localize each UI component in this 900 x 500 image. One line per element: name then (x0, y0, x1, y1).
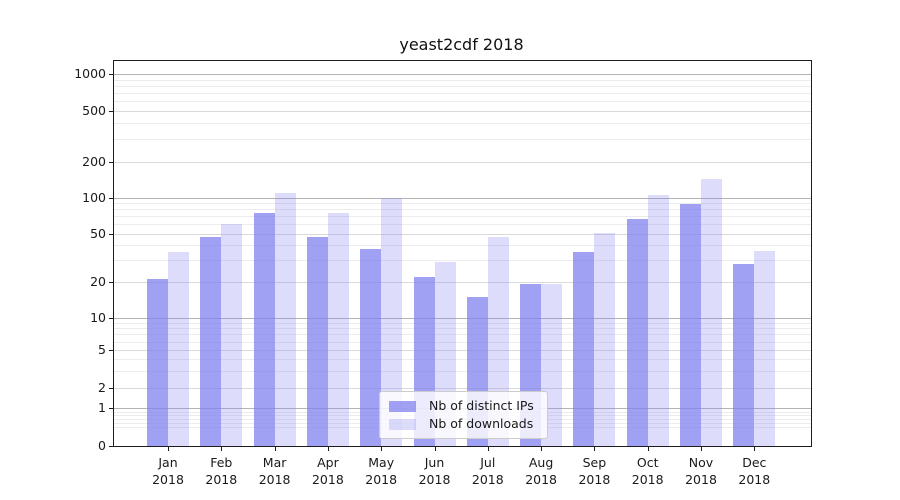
minor-gridline (114, 334, 811, 336)
minor-gridline (114, 359, 811, 361)
minor-gridline (114, 371, 811, 373)
y-axis-tick-mark (109, 197, 114, 199)
x-axis-tick-label: Nov 2018 (685, 455, 717, 487)
major-gridline (114, 317, 811, 319)
y-axis-tick-label: 2 (98, 379, 106, 395)
x-axis-tick-mark (221, 447, 223, 451)
bar-distinct-ips-mar (253, 213, 275, 446)
x-axis-tick-mark (754, 447, 756, 451)
legend-label-downloads: Nb of downloads (429, 416, 534, 431)
bar-distinct-ips-feb (200, 236, 222, 446)
y-axis-tick-label: 5 (98, 342, 106, 357)
y-axis-tick-label: 0 (98, 438, 106, 453)
y-axis-tick-label: 20 (90, 273, 106, 289)
mid-gridline (114, 387, 811, 389)
minor-gridline (114, 209, 811, 211)
minor-gridline (114, 341, 811, 343)
y-axis-tick-mark (109, 350, 114, 351)
x-axis-tick-mark (168, 447, 169, 451)
x-axis-tick-label: Aug 2018 (525, 455, 557, 487)
y-axis-tick-mark (109, 446, 114, 447)
x-axis-tick-label: Feb 2018 (205, 455, 238, 487)
x-axis-tick-mark (327, 447, 329, 451)
mid-gridline (114, 162, 811, 163)
legend-label-distinct-ips: Nb of distinct IPs (429, 398, 534, 413)
x-axis-tick-mark (487, 447, 489, 451)
minor-gridline (114, 139, 811, 141)
x-axis-tick-mark (701, 447, 702, 451)
minor-gridline (114, 203, 811, 205)
y-axis-tick-mark (109, 407, 114, 409)
mid-gridline (114, 281, 811, 283)
x-axis-tick-label: Jan 2018 (152, 455, 184, 487)
x-axis-tick-label: Apr 2018 (311, 455, 344, 487)
y-axis-tick-label: 1000 (74, 66, 106, 82)
bar-distinct-ips-apr (306, 236, 328, 446)
y-axis-tick-mark (109, 387, 114, 389)
minor-gridline (114, 93, 811, 95)
y-axis-tick-mark (109, 74, 114, 76)
legend-swatch-distinct-ips (389, 401, 416, 412)
x-axis-tick-mark (381, 447, 383, 451)
x-axis-tick-label: Sep 2018 (578, 455, 611, 487)
x-axis-tick-mark (647, 447, 649, 451)
plot-area: Nb of distinct IPs Nb of downloads 0 1 2 5 1… (74, 60, 812, 487)
bar-distinct-ips-sep (573, 252, 595, 446)
major-gridline (114, 74, 811, 76)
bar-downloads-jan (168, 252, 189, 446)
chart-title: yeast2cdf 2018 (399, 35, 524, 54)
mid-gridline (114, 233, 811, 235)
bar-distinct-ips-jan (147, 279, 168, 446)
minor-gridline (114, 216, 811, 218)
bar-distinct-ips-nov (680, 204, 701, 446)
bar-downloads-apr (327, 213, 349, 446)
x-axis-tick-label: Jul 2018 (471, 455, 504, 487)
x-axis-tick-label: Dec 2018 (738, 455, 771, 487)
x-axis-tick-mark (274, 447, 276, 451)
y-axis-tick-label: 1 (98, 399, 106, 415)
bar-downloads-mar (274, 192, 296, 446)
x-axis-tick-label: May 2018 (365, 455, 398, 487)
x-axis-tick-label: Oct 2018 (631, 455, 664, 487)
minor-gridline (114, 328, 811, 330)
y-axis-tick-label: 500 (82, 103, 106, 118)
mid-gridline (114, 350, 811, 351)
bar-distinct-ips-dec (733, 264, 755, 446)
y-axis-tick-label: 100 (82, 189, 106, 205)
bar-downloads-dec (754, 250, 776, 446)
minor-gridline (114, 260, 811, 262)
bar-downloads-may (381, 197, 403, 446)
legend: Nb of distinct IPs Nb of downloads (379, 391, 548, 439)
x-axis-tick-mark (594, 447, 596, 451)
bar-downloads-oct (647, 194, 669, 446)
y-axis-tick-mark (109, 281, 114, 283)
bar-distinct-ips-may (360, 249, 382, 446)
minor-gridline (114, 86, 811, 88)
minor-gridline (114, 101, 811, 103)
mid-gridline (114, 111, 811, 112)
bar-distinct-ips-oct (626, 219, 648, 446)
x-axis-tick-mark (434, 447, 436, 451)
legend-swatch-downloads (389, 419, 416, 430)
minor-gridline (114, 245, 811, 247)
minor-gridline (114, 123, 811, 125)
bar-downloads-nov (701, 179, 722, 446)
y-axis-tick-mark (109, 233, 114, 235)
x-axis-tick-mark (541, 447, 543, 451)
x-axis-tick-label: Jun 2018 (418, 455, 451, 487)
y-axis-tick-mark (109, 111, 114, 112)
x-axis-tick-label: Mar 2018 (258, 455, 291, 487)
minor-gridline (114, 224, 811, 226)
y-axis-tick-label: 50 (90, 225, 106, 241)
bar-downloads-sep (594, 232, 616, 446)
bar-downloads-feb (221, 224, 243, 446)
minor-gridline (114, 79, 811, 81)
y-axis-tick-label: 10 (90, 309, 106, 325)
y-axis-tick-label: 200 (82, 154, 106, 169)
major-gridline (114, 197, 811, 199)
y-axis-tick-mark (109, 162, 114, 163)
minor-gridline (114, 322, 811, 324)
y-axis-tick-mark (109, 317, 114, 319)
